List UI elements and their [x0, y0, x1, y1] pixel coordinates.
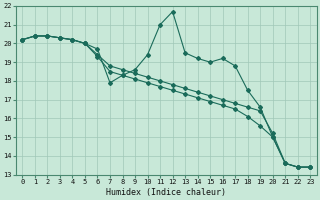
- X-axis label: Humidex (Indice chaleur): Humidex (Indice chaleur): [106, 188, 226, 197]
